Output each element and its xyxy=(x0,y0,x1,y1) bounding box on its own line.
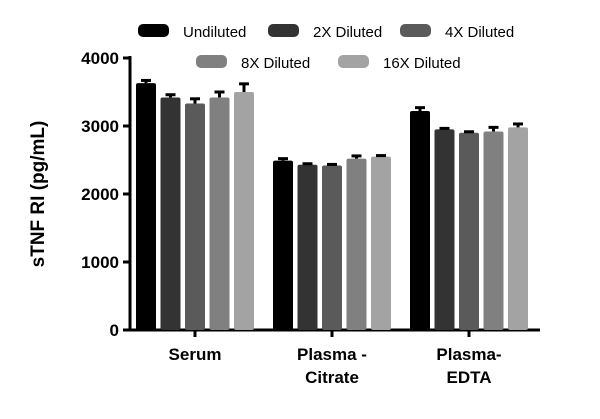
bar xyxy=(483,131,504,330)
legend-swatch xyxy=(138,24,169,37)
y-tick-label: 2000 xyxy=(81,185,119,204)
bar xyxy=(234,92,254,330)
legend-label: 4X Diluted xyxy=(445,24,514,41)
x-tick-label: Plasma- xyxy=(436,345,501,364)
y-tick-label: 3000 xyxy=(81,117,119,136)
legend-swatch xyxy=(268,24,299,37)
y-tick-label: 4000 xyxy=(81,49,119,68)
y-tick-label: 0 xyxy=(110,321,119,340)
legend-swatch xyxy=(196,55,227,68)
bar xyxy=(185,103,205,330)
bar xyxy=(371,156,391,330)
bar xyxy=(322,165,342,330)
legend-label: 16X Diluted xyxy=(383,55,461,72)
legend-label: 8X Diluted xyxy=(241,55,310,72)
legend-swatch xyxy=(400,24,431,37)
bar xyxy=(297,164,318,330)
bar xyxy=(209,97,230,330)
bar xyxy=(160,97,181,330)
y-axis-label: sTNF RI (pg/mL) xyxy=(28,121,49,268)
legend-label: 2X Diluted xyxy=(313,24,382,41)
bar xyxy=(273,160,293,330)
x-tick-label: Plasma - xyxy=(297,345,367,364)
legend-swatch xyxy=(338,55,369,68)
y-tick-label: 1000 xyxy=(81,253,119,272)
bar xyxy=(136,83,156,330)
x-tick-label: Serum xyxy=(169,345,222,364)
bar xyxy=(410,111,430,330)
bar xyxy=(508,127,528,330)
bar xyxy=(459,132,479,330)
bar xyxy=(346,158,367,330)
legend-label: Undiluted xyxy=(183,24,246,41)
bar xyxy=(434,129,455,330)
x-tick-label: EDTA xyxy=(446,368,491,387)
x-tick-label: Citrate xyxy=(305,368,359,387)
